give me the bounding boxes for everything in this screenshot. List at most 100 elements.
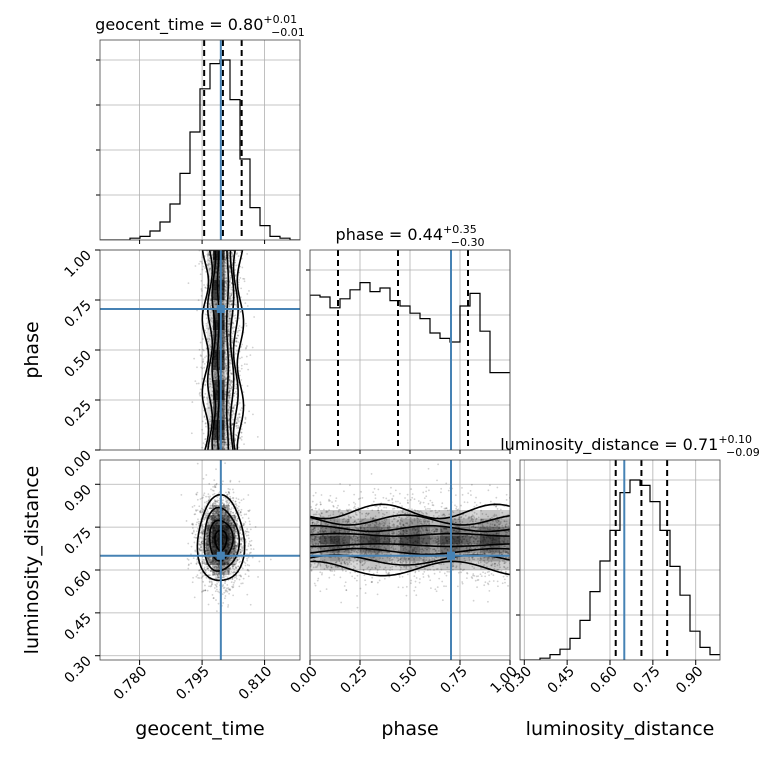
sample-point bbox=[243, 363, 246, 366]
sample-point bbox=[212, 597, 215, 600]
sample-point bbox=[192, 529, 195, 532]
sample-point bbox=[213, 484, 216, 487]
sample-point bbox=[235, 337, 238, 340]
sample-point bbox=[221, 585, 224, 588]
sample-point bbox=[200, 541, 203, 543]
sample-point bbox=[240, 438, 243, 441]
sample-point bbox=[207, 253, 210, 256]
sample-point bbox=[244, 573, 247, 576]
sample-point bbox=[231, 302, 233, 305]
sample-point bbox=[228, 491, 230, 494]
sample-point bbox=[209, 267, 212, 270]
sample-point bbox=[209, 334, 212, 337]
sample-point bbox=[237, 255, 240, 257]
sample-point bbox=[233, 545, 236, 548]
sample-point bbox=[196, 498, 199, 501]
sample-point bbox=[226, 506, 229, 509]
sample-point bbox=[236, 416, 239, 419]
sample-point bbox=[224, 370, 227, 373]
sample-point bbox=[208, 260, 211, 262]
sample-point bbox=[217, 508, 220, 510]
sample-point bbox=[201, 428, 204, 431]
sample-point bbox=[229, 312, 232, 315]
sample-point bbox=[228, 361, 231, 364]
sample-point bbox=[222, 378, 224, 381]
sample-point bbox=[222, 440, 225, 443]
sample-point bbox=[209, 350, 212, 353]
sample-point bbox=[244, 521, 247, 523]
sample-point bbox=[229, 358, 231, 361]
sample-point bbox=[237, 426, 240, 429]
sample-point bbox=[239, 419, 242, 422]
sample-point bbox=[207, 531, 210, 533]
sample-point bbox=[213, 479, 216, 482]
sample-point bbox=[229, 538, 232, 541]
sample-point bbox=[242, 391, 245, 394]
sample-point bbox=[216, 577, 219, 579]
sample-point bbox=[232, 330, 235, 333]
sample-point bbox=[231, 585, 233, 588]
sample-point bbox=[233, 547, 236, 550]
sample-point bbox=[235, 345, 238, 347]
sample-point bbox=[228, 297, 231, 300]
sample-point bbox=[216, 508, 218, 511]
sample-point bbox=[209, 504, 212, 507]
sample-point bbox=[224, 258, 227, 261]
sample-point bbox=[224, 570, 226, 573]
sample-point bbox=[230, 386, 233, 389]
sample-point bbox=[221, 509, 224, 512]
sample-point bbox=[206, 567, 209, 570]
sample-point bbox=[228, 508, 231, 510]
sample-point bbox=[226, 569, 229, 572]
sample-point bbox=[222, 574, 225, 577]
sample-point bbox=[242, 524, 245, 527]
sample-point bbox=[207, 495, 210, 498]
sample-point bbox=[204, 539, 207, 541]
sample-point bbox=[225, 436, 228, 439]
sample-point bbox=[213, 492, 216, 495]
sample-point bbox=[209, 563, 212, 566]
sample-point bbox=[232, 545, 235, 548]
sample-point bbox=[234, 549, 237, 552]
sample-point bbox=[233, 314, 235, 317]
density-cell bbox=[224, 280, 231, 290]
sample-point bbox=[212, 443, 215, 446]
sample-point bbox=[209, 382, 211, 385]
sample-point bbox=[228, 570, 230, 573]
sample-point bbox=[191, 523, 194, 526]
sample-point bbox=[227, 419, 230, 422]
sample-point bbox=[229, 559, 232, 562]
sample-point bbox=[228, 426, 230, 429]
sample-point bbox=[198, 262, 200, 265]
sample-point bbox=[239, 575, 242, 577]
sample-point bbox=[236, 517, 239, 520]
sample-point bbox=[207, 328, 210, 331]
sample-point bbox=[209, 420, 211, 423]
sample-point bbox=[234, 542, 237, 545]
sample-point bbox=[202, 348, 204, 351]
density-cell bbox=[207, 310, 213, 320]
sample-point bbox=[245, 531, 248, 533]
sample-point bbox=[215, 303, 217, 306]
sample-point bbox=[222, 576, 224, 579]
sample-point bbox=[229, 521, 232, 524]
sample-point bbox=[238, 509, 240, 512]
sample-point bbox=[247, 569, 250, 572]
sample-point bbox=[208, 499, 210, 501]
sample-point bbox=[234, 261, 237, 264]
sample-point bbox=[233, 532, 236, 535]
sample-point bbox=[228, 376, 231, 379]
sample-point bbox=[208, 561, 211, 564]
sample-point bbox=[228, 350, 231, 353]
sample-point bbox=[235, 385, 238, 388]
sample-point bbox=[206, 540, 209, 542]
sample-point bbox=[229, 369, 232, 372]
sample-point bbox=[233, 571, 236, 574]
sample-point bbox=[224, 259, 227, 261]
sample-point bbox=[206, 532, 208, 535]
truth-marker bbox=[216, 305, 225, 313]
sample-point bbox=[194, 380, 197, 383]
sample-point bbox=[230, 295, 233, 297]
sample-point bbox=[230, 309, 233, 312]
